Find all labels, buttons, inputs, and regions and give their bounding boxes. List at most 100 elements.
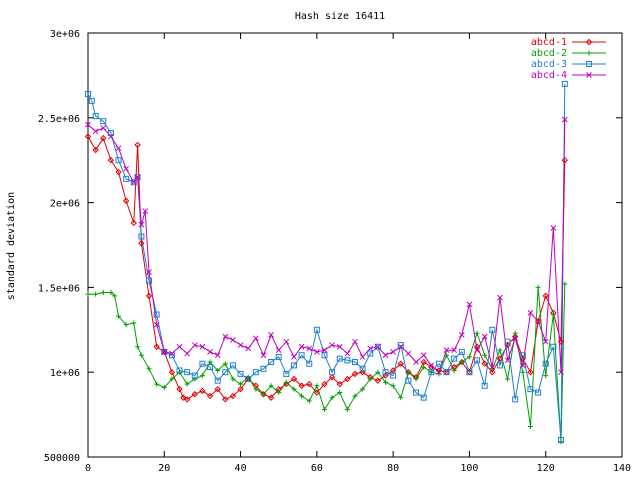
data-point-marker <box>443 369 450 376</box>
data-point-marker <box>352 359 358 366</box>
data-point-marker <box>451 355 458 362</box>
x-tick-label: 140 <box>613 463 631 474</box>
data-point-marker <box>92 146 99 154</box>
data-point-marker <box>214 385 221 393</box>
data-point-marker <box>558 439 564 445</box>
data-point-marker <box>135 344 141 350</box>
data-point-marker <box>222 361 228 367</box>
data-point-marker <box>466 354 472 360</box>
data-point-marker <box>505 376 511 382</box>
data-point-marker <box>290 362 297 369</box>
data-point-marker <box>443 347 450 354</box>
data-point-marker <box>146 366 152 372</box>
data-point-marker <box>123 322 129 328</box>
data-point-marker <box>275 347 282 354</box>
data-point-marker <box>252 369 259 376</box>
data-point-marker <box>291 354 297 360</box>
data-point-marker <box>222 396 229 403</box>
data-point-marker <box>214 377 221 384</box>
data-point-marker <box>542 338 549 345</box>
x-tick-label: 40 <box>235 463 247 474</box>
data-point-marker <box>351 370 359 378</box>
data-point-marker <box>184 381 190 387</box>
y-tick-label: 1e+06 <box>50 368 80 379</box>
data-point-marker <box>153 321 160 328</box>
data-point-marker <box>543 373 549 379</box>
data-point-marker <box>161 348 168 355</box>
data-point-marker <box>108 289 114 295</box>
data-point-marker <box>496 362 503 369</box>
data-point-marker <box>230 337 236 343</box>
data-point-marker <box>481 333 488 340</box>
data-point-marker <box>138 240 145 247</box>
data-point-marker <box>428 369 435 376</box>
data-point-marker <box>180 394 187 401</box>
data-point-marker <box>199 360 206 367</box>
data-point-marker <box>321 352 328 359</box>
data-point-marker <box>496 355 504 362</box>
data-point-marker <box>229 362 236 369</box>
data-point-marker <box>206 392 214 400</box>
data-point-marker <box>534 318 542 325</box>
data-point-marker <box>260 352 267 359</box>
x-tick-label: 100 <box>460 463 478 474</box>
data-point-marker <box>459 359 465 365</box>
data-point-marker <box>207 364 214 371</box>
data-point-marker <box>215 368 221 374</box>
data-point-marker <box>374 377 382 384</box>
data-point-marker <box>108 133 114 140</box>
data-point-marker <box>176 343 183 350</box>
data-point-marker <box>130 219 137 227</box>
data-point-marker <box>344 350 351 357</box>
data-point-marker <box>383 379 389 385</box>
data-point-marker <box>93 291 99 297</box>
series-line-abcd-2 <box>88 283 566 442</box>
data-point-marker <box>230 376 236 382</box>
data-point-marker <box>586 61 592 67</box>
data-point-marker <box>466 301 473 308</box>
data-point-marker <box>245 374 251 380</box>
data-point-marker <box>420 394 427 401</box>
data-point-marker <box>360 386 366 392</box>
data-point-marker <box>352 338 358 345</box>
data-point-marker <box>138 352 144 358</box>
data-point-marker <box>527 386 534 393</box>
x-tick-label: 20 <box>158 463 170 474</box>
data-point-marker <box>138 221 145 228</box>
data-point-marker <box>504 338 511 345</box>
data-point-marker <box>561 156 568 164</box>
data-point-marker <box>451 368 457 374</box>
data-point-marker <box>313 389 321 396</box>
data-point-marker <box>183 396 191 403</box>
data-point-marker <box>130 179 137 186</box>
data-point-marker <box>199 387 206 395</box>
data-point-marker <box>237 385 244 393</box>
data-point-marker <box>586 72 592 78</box>
data-point-marker <box>134 141 141 149</box>
data-point-marker <box>428 369 434 375</box>
data-point-marker <box>229 392 237 400</box>
data-point-marker <box>328 374 336 381</box>
plot-area-frame <box>87 32 623 458</box>
data-point-marker <box>184 369 191 376</box>
data-point-marker <box>177 369 183 375</box>
data-point-marker <box>375 343 381 350</box>
data-point-marker <box>420 352 427 359</box>
data-point-marker <box>550 312 556 318</box>
data-point-marker <box>168 352 175 359</box>
data-point-marker <box>405 350 412 357</box>
data-point-marker <box>298 352 305 359</box>
data-point-marker <box>321 347 328 354</box>
data-point-marker <box>474 357 481 364</box>
series-lines <box>87 83 566 442</box>
data-point-marker <box>176 367 183 374</box>
y-tick-label: 2e+06 <box>50 199 80 210</box>
data-point-marker <box>191 342 198 348</box>
data-point-marker <box>191 391 199 398</box>
data-point-marker <box>390 348 396 355</box>
data-point-marker <box>336 380 343 388</box>
data-point-marker <box>527 368 534 376</box>
data-point-marker <box>458 332 465 338</box>
data-point-marker <box>413 359 419 365</box>
